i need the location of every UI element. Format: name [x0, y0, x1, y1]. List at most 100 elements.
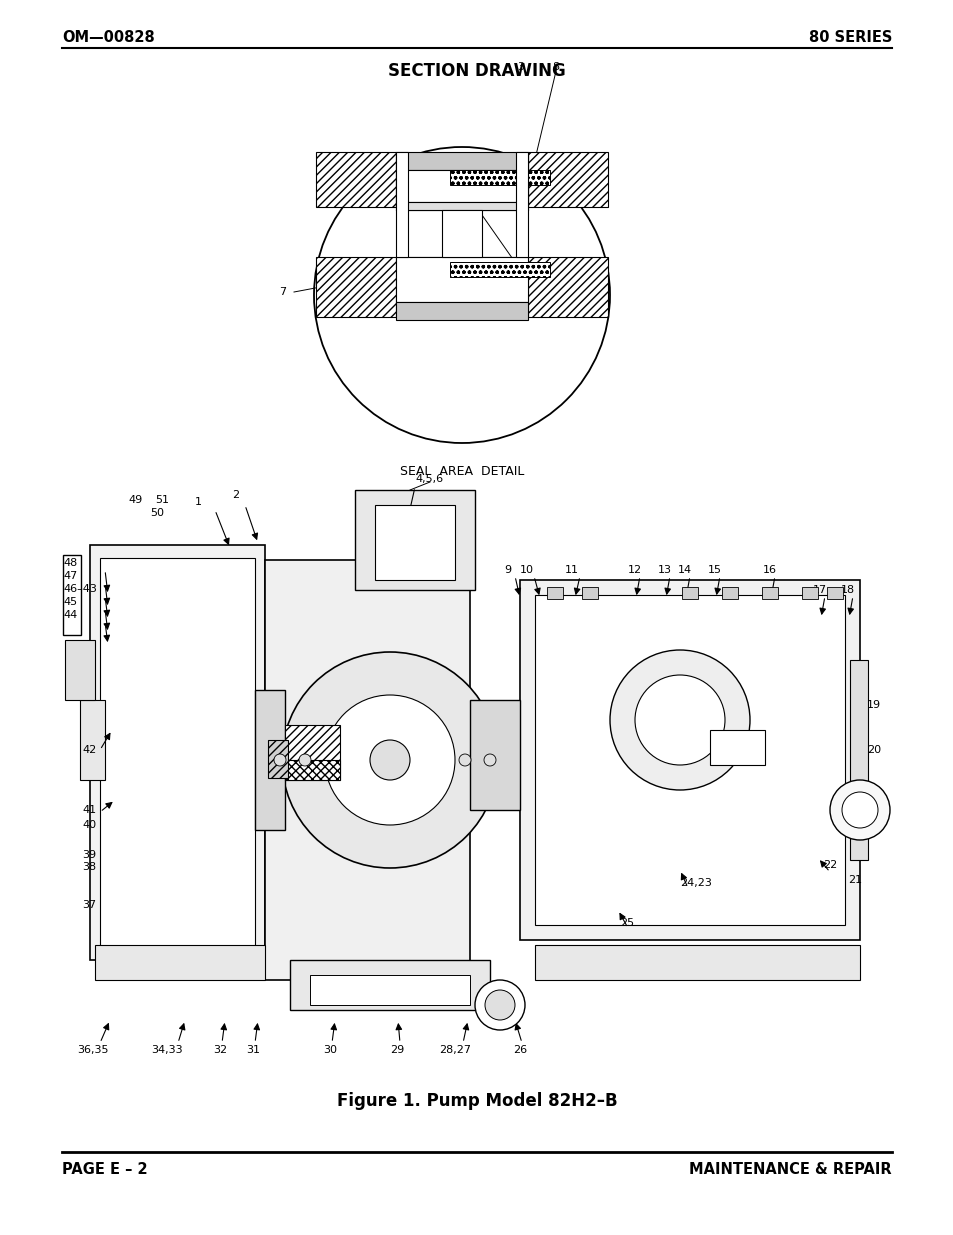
Circle shape [829, 781, 889, 840]
Text: 7: 7 [278, 287, 286, 296]
Text: 51: 51 [154, 495, 169, 505]
Bar [535, 595, 844, 925]
Bar [375, 505, 455, 580]
Bar [801, 587, 817, 599]
Bar [546, 587, 562, 599]
Text: 37: 37 [82, 900, 96, 910]
Circle shape [458, 755, 471, 766]
Text: 80 SERIES: 80 SERIES [808, 30, 891, 44]
Bar [709, 730, 764, 764]
Circle shape [274, 755, 286, 766]
Text: 32: 32 [213, 1045, 227, 1055]
Text: 25: 25 [619, 918, 634, 927]
Text: 30: 30 [323, 1045, 336, 1055]
Bar [681, 587, 698, 599]
Bar [527, 152, 607, 207]
Text: 19: 19 [866, 700, 881, 710]
Text: OIL
LEVEL: OIL LEVEL [713, 740, 735, 753]
Circle shape [298, 755, 311, 766]
Bar [535, 945, 859, 981]
Text: 1: 1 [194, 496, 202, 508]
Bar [395, 152, 408, 257]
Circle shape [841, 792, 877, 827]
Text: 44: 44 [63, 610, 77, 620]
Bar [761, 587, 778, 599]
Bar [254, 690, 285, 830]
Bar [310, 974, 470, 1005]
Text: 21: 21 [847, 876, 862, 885]
Text: 15: 15 [707, 564, 721, 576]
Bar [395, 257, 527, 303]
Text: 20: 20 [866, 745, 881, 755]
Bar [441, 210, 481, 257]
Text: 3: 3 [517, 62, 523, 72]
Text: 41: 41 [82, 805, 96, 815]
Text: 18: 18 [840, 585, 854, 595]
Text: 13: 13 [658, 564, 671, 576]
Text: 24,23: 24,23 [679, 878, 711, 888]
Text: 39: 39 [82, 850, 96, 860]
Text: 48: 48 [63, 558, 77, 568]
Text: SECTION DRAWING: SECTION DRAWING [388, 62, 565, 80]
Bar [265, 559, 470, 981]
Bar [268, 740, 288, 778]
Circle shape [484, 990, 515, 1020]
Text: 11: 11 [564, 564, 578, 576]
Bar [290, 960, 490, 1010]
Text: 45: 45 [63, 597, 77, 606]
Circle shape [370, 740, 410, 781]
Text: 28,27: 28,27 [438, 1045, 471, 1055]
Text: 10: 10 [519, 564, 534, 576]
Bar [63, 555, 81, 635]
Bar [355, 490, 475, 590]
Bar [100, 558, 254, 948]
Text: 42: 42 [82, 745, 96, 755]
Text: PAGE E – 2: PAGE E – 2 [62, 1162, 148, 1177]
Bar [826, 587, 842, 599]
Text: 9: 9 [504, 564, 511, 576]
Bar [65, 640, 95, 700]
Text: 26: 26 [513, 1045, 526, 1055]
Text: 14: 14 [678, 564, 691, 576]
Text: 50: 50 [150, 508, 164, 517]
Circle shape [609, 650, 749, 790]
Circle shape [635, 676, 724, 764]
Bar [395, 203, 527, 210]
Text: 2: 2 [232, 490, 239, 500]
Bar [395, 170, 527, 203]
Text: 47: 47 [63, 571, 77, 580]
Text: 49: 49 [128, 495, 142, 505]
Text: 36,35: 36,35 [77, 1045, 109, 1055]
Bar [62, 490, 921, 1050]
Bar [450, 262, 550, 277]
Text: MAINTENANCE & REPAIR: MAINTENANCE & REPAIR [689, 1162, 891, 1177]
Bar [90, 545, 265, 960]
Text: 31: 31 [246, 1045, 260, 1055]
Text: 29: 29 [390, 1045, 404, 1055]
Circle shape [475, 981, 524, 1030]
Text: 16: 16 [762, 564, 776, 576]
Bar [395, 152, 527, 170]
Bar [516, 152, 527, 257]
Bar [519, 580, 859, 940]
Bar [395, 303, 527, 320]
Circle shape [282, 652, 497, 868]
Text: 46–43: 46–43 [63, 584, 97, 594]
Bar [849, 659, 867, 860]
Bar [721, 587, 738, 599]
Text: 17: 17 [812, 585, 826, 595]
Text: 4,5,6: 4,5,6 [416, 474, 443, 484]
Text: 22: 22 [822, 860, 837, 869]
Bar [315, 257, 395, 317]
Text: SEAL  AREA  DETAIL: SEAL AREA DETAIL [399, 466, 523, 478]
Bar [527, 257, 607, 317]
Bar [80, 700, 105, 781]
Bar [285, 725, 339, 781]
Bar [285, 760, 339, 781]
Bar [470, 700, 519, 810]
Text: Figure 1. Pump Model 82H2–B: Figure 1. Pump Model 82H2–B [336, 1092, 617, 1110]
Text: OM—00828: OM—00828 [62, 30, 154, 44]
Circle shape [325, 695, 455, 825]
Bar [581, 587, 598, 599]
Bar [315, 152, 395, 207]
